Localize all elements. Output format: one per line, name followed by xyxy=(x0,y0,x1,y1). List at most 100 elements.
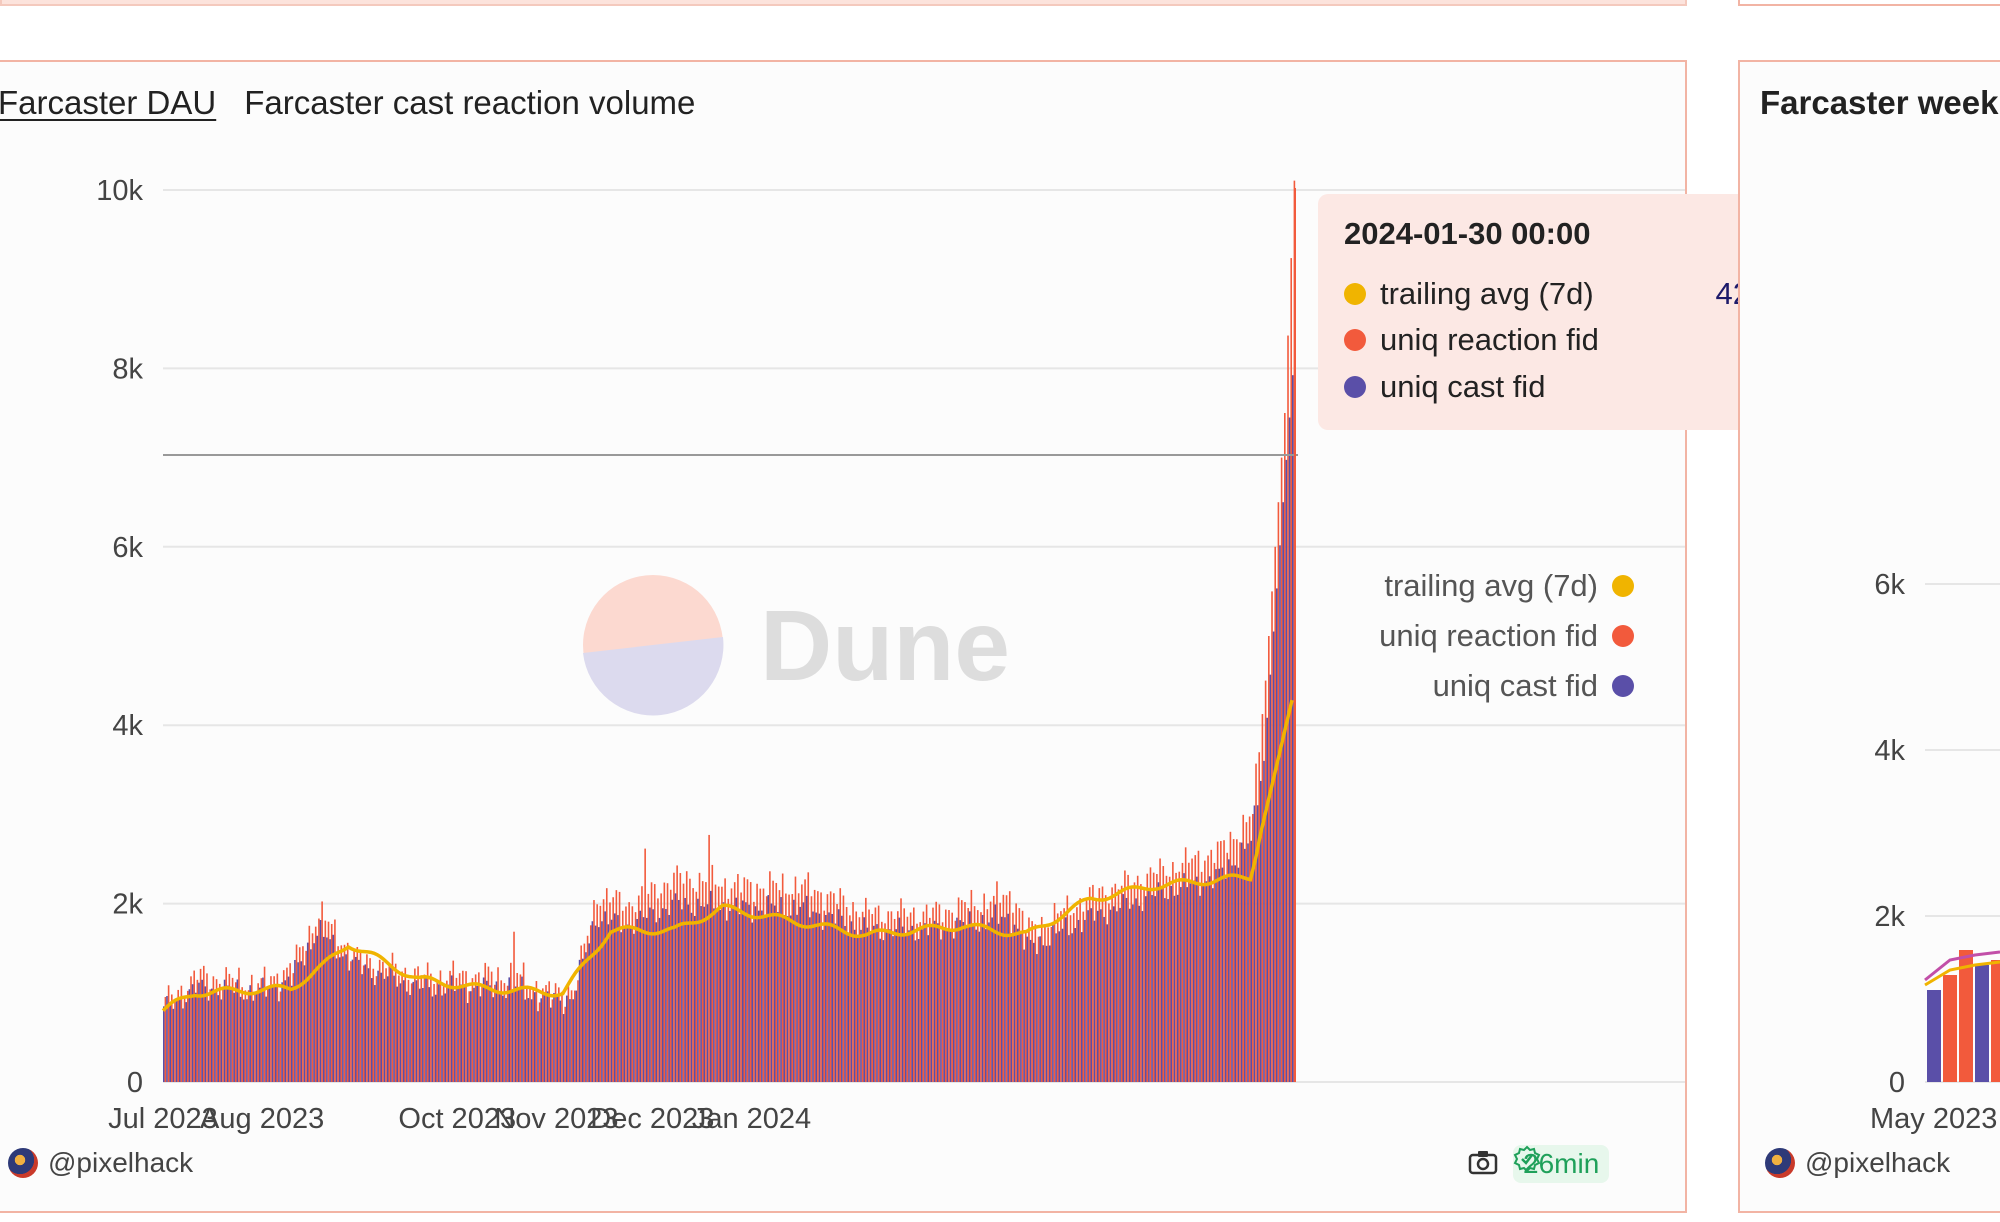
bar-uniq-cast-fid xyxy=(1189,883,1192,1082)
bar-uniq-cast-fid xyxy=(290,985,293,1082)
bar-uniq-reaction-fid xyxy=(573,990,576,1082)
bar-uniq-reaction-fid xyxy=(273,976,275,1082)
bar-uniq-reaction-fid xyxy=(1162,866,1165,1082)
owner-link-right[interactable]: @pixelhack xyxy=(1765,1147,1950,1179)
bar-uniq-cast-fid xyxy=(732,905,734,1082)
bar-uniq-cast-fid xyxy=(316,935,319,1082)
bar-uniq-cast-fid xyxy=(677,899,680,1082)
bar-uniq-cast-fid xyxy=(837,909,840,1082)
bar-uniq-cast-fid xyxy=(1231,865,1233,1082)
bar-uniq-cast-fid xyxy=(994,904,997,1082)
bar-uniq-reaction-fid xyxy=(679,873,682,1082)
legend-item-avg[interactable]: trailing avg (7d) xyxy=(1384,568,1634,604)
bar-uniq-cast-fid xyxy=(1167,899,1169,1082)
bar-uniq-cast-fid xyxy=(182,1008,184,1082)
bar-uniq-reaction-fid xyxy=(241,987,243,1082)
bar-uniq-reaction-fid xyxy=(743,877,746,1082)
bar-uniq-reaction-fid xyxy=(1248,816,1251,1082)
bar-uniq-reaction-fid xyxy=(759,888,762,1082)
bar-uniq-cast-fid xyxy=(968,911,971,1082)
bar-uniq-cast-fid xyxy=(518,987,520,1082)
bar-uniq-reaction-fid xyxy=(855,911,858,1082)
bar-uniq-reaction-fid xyxy=(903,908,906,1082)
bar-uniq-reaction-fid xyxy=(369,958,371,1082)
bar-uniq-reaction-fid xyxy=(1060,911,1062,1082)
bar-uniq-reaction-fid xyxy=(772,880,774,1082)
bar-uniq-cast-fid xyxy=(978,931,981,1082)
legend-item-reaction[interactable]: uniq reaction fid xyxy=(1379,618,1634,654)
tab-cast-reaction-volume[interactable]: Farcaster cast reaction volume xyxy=(244,84,696,121)
bar-uniq-cast-fid xyxy=(572,999,574,1082)
bar-uniq-reaction-fid xyxy=(170,994,173,1082)
bar-uniq-reaction-fid xyxy=(449,970,451,1082)
bar-uniq-reaction-fid xyxy=(836,904,838,1082)
owner-link[interactable]: @pixelhack xyxy=(8,1147,193,1179)
bar-uniq-reaction-fid xyxy=(1274,546,1277,1082)
bar-uniq-reaction-fid xyxy=(669,889,672,1082)
bar-uniq-cast-fid xyxy=(1100,909,1102,1082)
weekly-chart-title[interactable]: Farcaster week xyxy=(1760,84,1999,121)
tab-farcaster-dau[interactable]: Farcaster DAU xyxy=(0,84,217,121)
bar-uniq-reaction-fid xyxy=(1124,870,1126,1082)
bar-uniq-reaction-fid xyxy=(708,834,710,1082)
bar-uniq-cast-fid xyxy=(527,998,530,1082)
bar-uniq-reaction-fid xyxy=(737,874,739,1082)
bar-uniq-cast-fid xyxy=(534,992,536,1082)
bar-uniq-reaction-fid xyxy=(548,981,551,1082)
bar-uniq-cast-fid xyxy=(303,965,306,1082)
bar-uniq-cast-fid xyxy=(1077,919,1080,1082)
refresh-badge[interactable]: 26min xyxy=(1513,1145,1610,1183)
bar-uniq-cast-fid xyxy=(591,921,594,1082)
bar-uniq-reaction-fid xyxy=(228,973,231,1082)
bar-uniq-cast-fid xyxy=(597,927,600,1082)
bar-uniq-cast-fid xyxy=(1010,933,1013,1082)
bar-uniq-reaction-fid xyxy=(701,881,704,1082)
bar-uniq-cast-fid xyxy=(988,922,990,1082)
bar-uniq-reaction-fid xyxy=(695,891,698,1082)
bar-uniq-reaction-fid xyxy=(433,984,435,1082)
bar-uniq-cast-fid xyxy=(514,986,517,1082)
bar-uniq-reaction-fid xyxy=(794,876,797,1082)
bar-uniq-reaction-fid xyxy=(692,888,694,1082)
bar-uniq-reaction-fid xyxy=(1012,912,1014,1082)
bar-uniq-reaction-fid xyxy=(260,978,263,1082)
bar-uniq-cast-fid xyxy=(163,1006,165,1082)
tooltip-label: trailing avg (7d) xyxy=(1380,276,1594,311)
camera-icon[interactable] xyxy=(1468,1149,1498,1175)
bar-uniq-cast-fid xyxy=(604,911,606,1082)
y-tick-label: 6k xyxy=(112,532,143,564)
bar-uniq-cast-fid xyxy=(1224,878,1227,1082)
bar-uniq-cast-fid xyxy=(498,993,501,1082)
bar-uniq-cast-fid xyxy=(454,990,456,1082)
bar-uniq-reaction-fid xyxy=(305,950,307,1082)
bar-uniq-cast-fid xyxy=(422,988,424,1082)
bar-uniq-reaction-fid xyxy=(577,980,579,1082)
bar-uniq-cast-fid xyxy=(1016,928,1019,1082)
bar-uniq-cast-fid xyxy=(489,985,491,1082)
bar-uniq-cast-fid xyxy=(984,929,987,1082)
bar-uniq-cast-fid xyxy=(729,910,731,1082)
legend-item-cast[interactable]: uniq cast fid xyxy=(1433,668,1634,704)
bar-uniq-cast-fid xyxy=(1186,887,1189,1082)
bar-uniq-reaction-fid xyxy=(791,894,794,1082)
bar-uniq-cast-fid xyxy=(255,992,258,1082)
bar-uniq-reaction-fid xyxy=(1146,873,1149,1082)
bar-uniq-cast-fid xyxy=(943,928,945,1082)
bar-uniq-reaction-fid xyxy=(1056,913,1059,1082)
bar-uniq-cast-fid xyxy=(821,929,824,1082)
bar-uniq-cast-fid xyxy=(457,986,459,1082)
bar-uniq-reaction-fid xyxy=(1204,860,1206,1082)
bar-uniq-reaction-fid xyxy=(717,886,720,1082)
bar-uniq-reaction-fid xyxy=(206,973,208,1082)
bar-uniq-reaction-fid xyxy=(893,918,896,1082)
bar-uniq-cast-fid xyxy=(1288,417,1291,1082)
bar-uniq-reaction-fid xyxy=(689,878,691,1082)
bar-uniq-reaction-fid xyxy=(762,888,765,1082)
bar-uniq-reaction-fid xyxy=(781,873,784,1082)
bar-uniq-reaction-fid xyxy=(362,965,365,1082)
bar-uniq-reaction-fid xyxy=(1008,891,1011,1082)
bar-uniq-cast-fid xyxy=(933,920,936,1082)
bar-uniq-reaction-fid xyxy=(797,893,800,1082)
bar-uniq-cast-fid xyxy=(1128,908,1131,1082)
bar-uniq-reaction-fid xyxy=(615,890,618,1082)
